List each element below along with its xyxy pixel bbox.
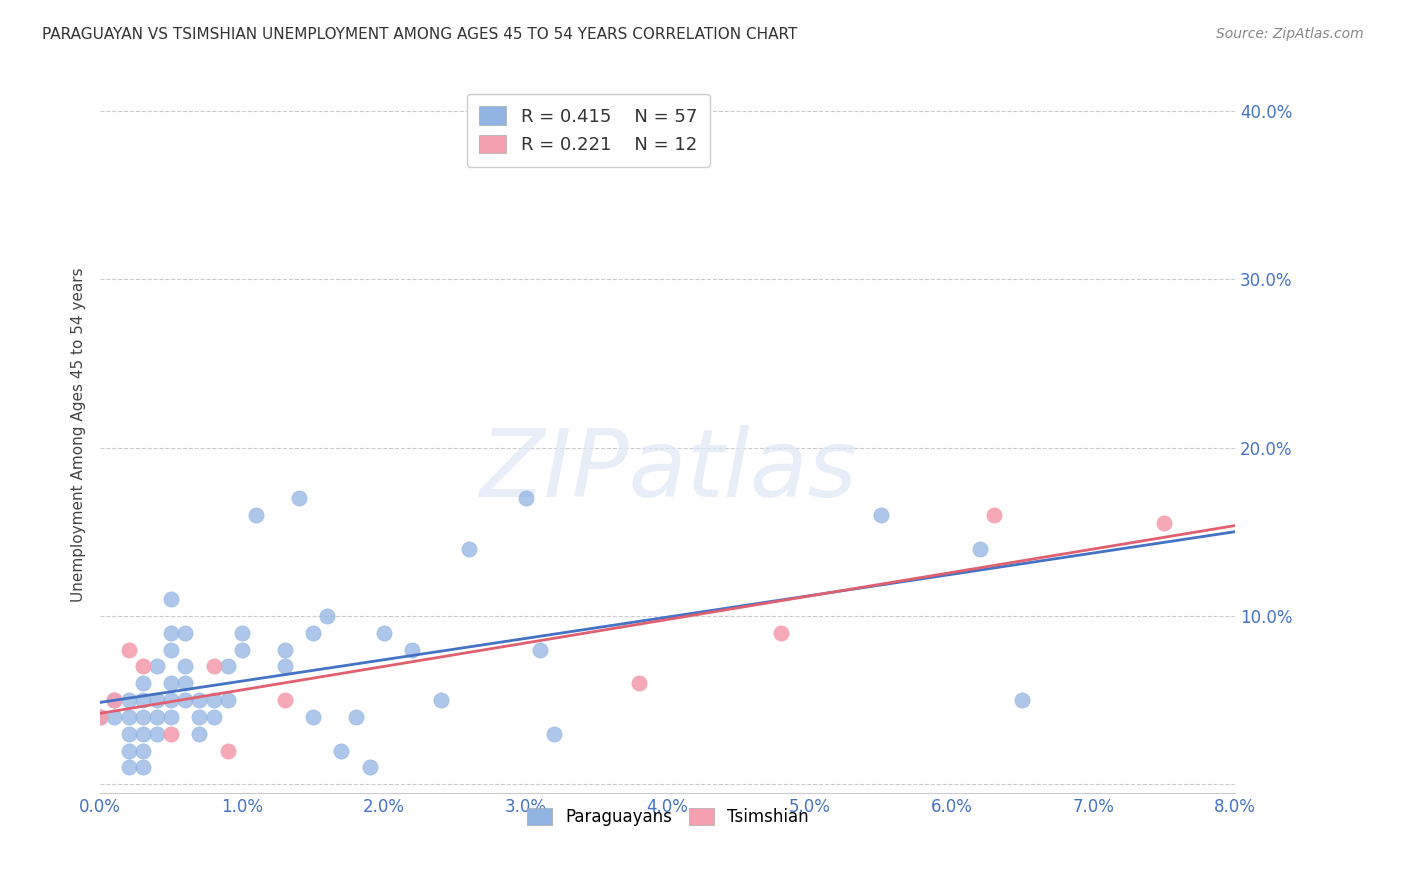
Point [344,710,367,724]
Point [231,625,253,640]
Point [103,710,125,724]
Point [628,676,651,690]
Point [117,642,139,657]
Point [160,676,183,690]
Point [273,659,295,673]
Point [160,710,183,724]
Point [529,642,551,657]
Point [202,710,225,724]
Point [429,693,451,707]
Point [174,693,197,707]
Point [515,491,537,505]
Point [146,710,169,724]
Point [273,693,295,707]
Point [131,727,153,741]
Point [160,625,183,640]
Point [131,743,153,757]
Point [188,710,211,724]
Point [458,541,481,556]
Point [359,760,381,774]
Point [245,508,267,522]
Point [117,710,139,724]
Point [146,693,169,707]
Point [117,743,139,757]
Point [131,710,153,724]
Y-axis label: Unemployment Among Ages 45 to 54 years: Unemployment Among Ages 45 to 54 years [72,268,86,602]
Point [373,625,395,640]
Point [160,727,183,741]
Point [302,625,325,640]
Point [146,659,169,673]
Text: Source: ZipAtlas.com: Source: ZipAtlas.com [1216,27,1364,41]
Point [174,625,197,640]
Point [103,693,125,707]
Point [131,659,153,673]
Point [131,760,153,774]
Point [217,693,239,707]
Point [188,693,211,707]
Point [174,676,197,690]
Point [146,727,169,741]
Point [174,659,197,673]
Point [316,609,339,624]
Point [287,491,309,505]
Point [302,710,325,724]
Point [117,693,139,707]
Point [131,693,153,707]
Point [770,625,793,640]
Point [869,508,891,522]
Point [89,710,111,724]
Point [401,642,423,657]
Text: PARAGUAYAN VS TSIMSHIAN UNEMPLOYMENT AMONG AGES 45 TO 54 YEARS CORRELATION CHART: PARAGUAYAN VS TSIMSHIAN UNEMPLOYMENT AMO… [42,27,797,42]
Point [160,592,183,607]
Point [117,727,139,741]
Point [160,642,183,657]
Point [231,642,253,657]
Point [103,693,125,707]
Point [160,693,183,707]
Point [131,676,153,690]
Legend: Paraguayans, Tsimshian: Paraguayans, Tsimshian [519,799,817,834]
Point [217,743,239,757]
Point [969,541,991,556]
Point [202,659,225,673]
Point [983,508,1005,522]
Point [117,760,139,774]
Point [1153,516,1175,531]
Point [273,642,295,657]
Point [330,743,353,757]
Point [89,710,111,724]
Point [543,727,565,741]
Text: ZIPatlas: ZIPatlas [478,425,856,516]
Point [188,727,211,741]
Point [1011,693,1033,707]
Point [202,693,225,707]
Point [217,659,239,673]
